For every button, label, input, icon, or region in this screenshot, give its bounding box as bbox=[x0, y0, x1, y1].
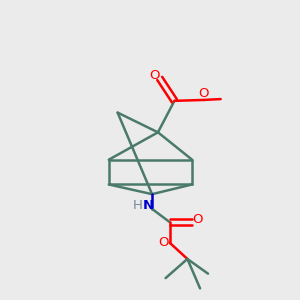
Text: O: O bbox=[199, 87, 209, 100]
Text: N: N bbox=[143, 200, 154, 212]
Text: O: O bbox=[158, 236, 169, 249]
Text: O: O bbox=[149, 69, 160, 82]
Text: H: H bbox=[132, 200, 142, 212]
Text: O: O bbox=[192, 213, 203, 226]
